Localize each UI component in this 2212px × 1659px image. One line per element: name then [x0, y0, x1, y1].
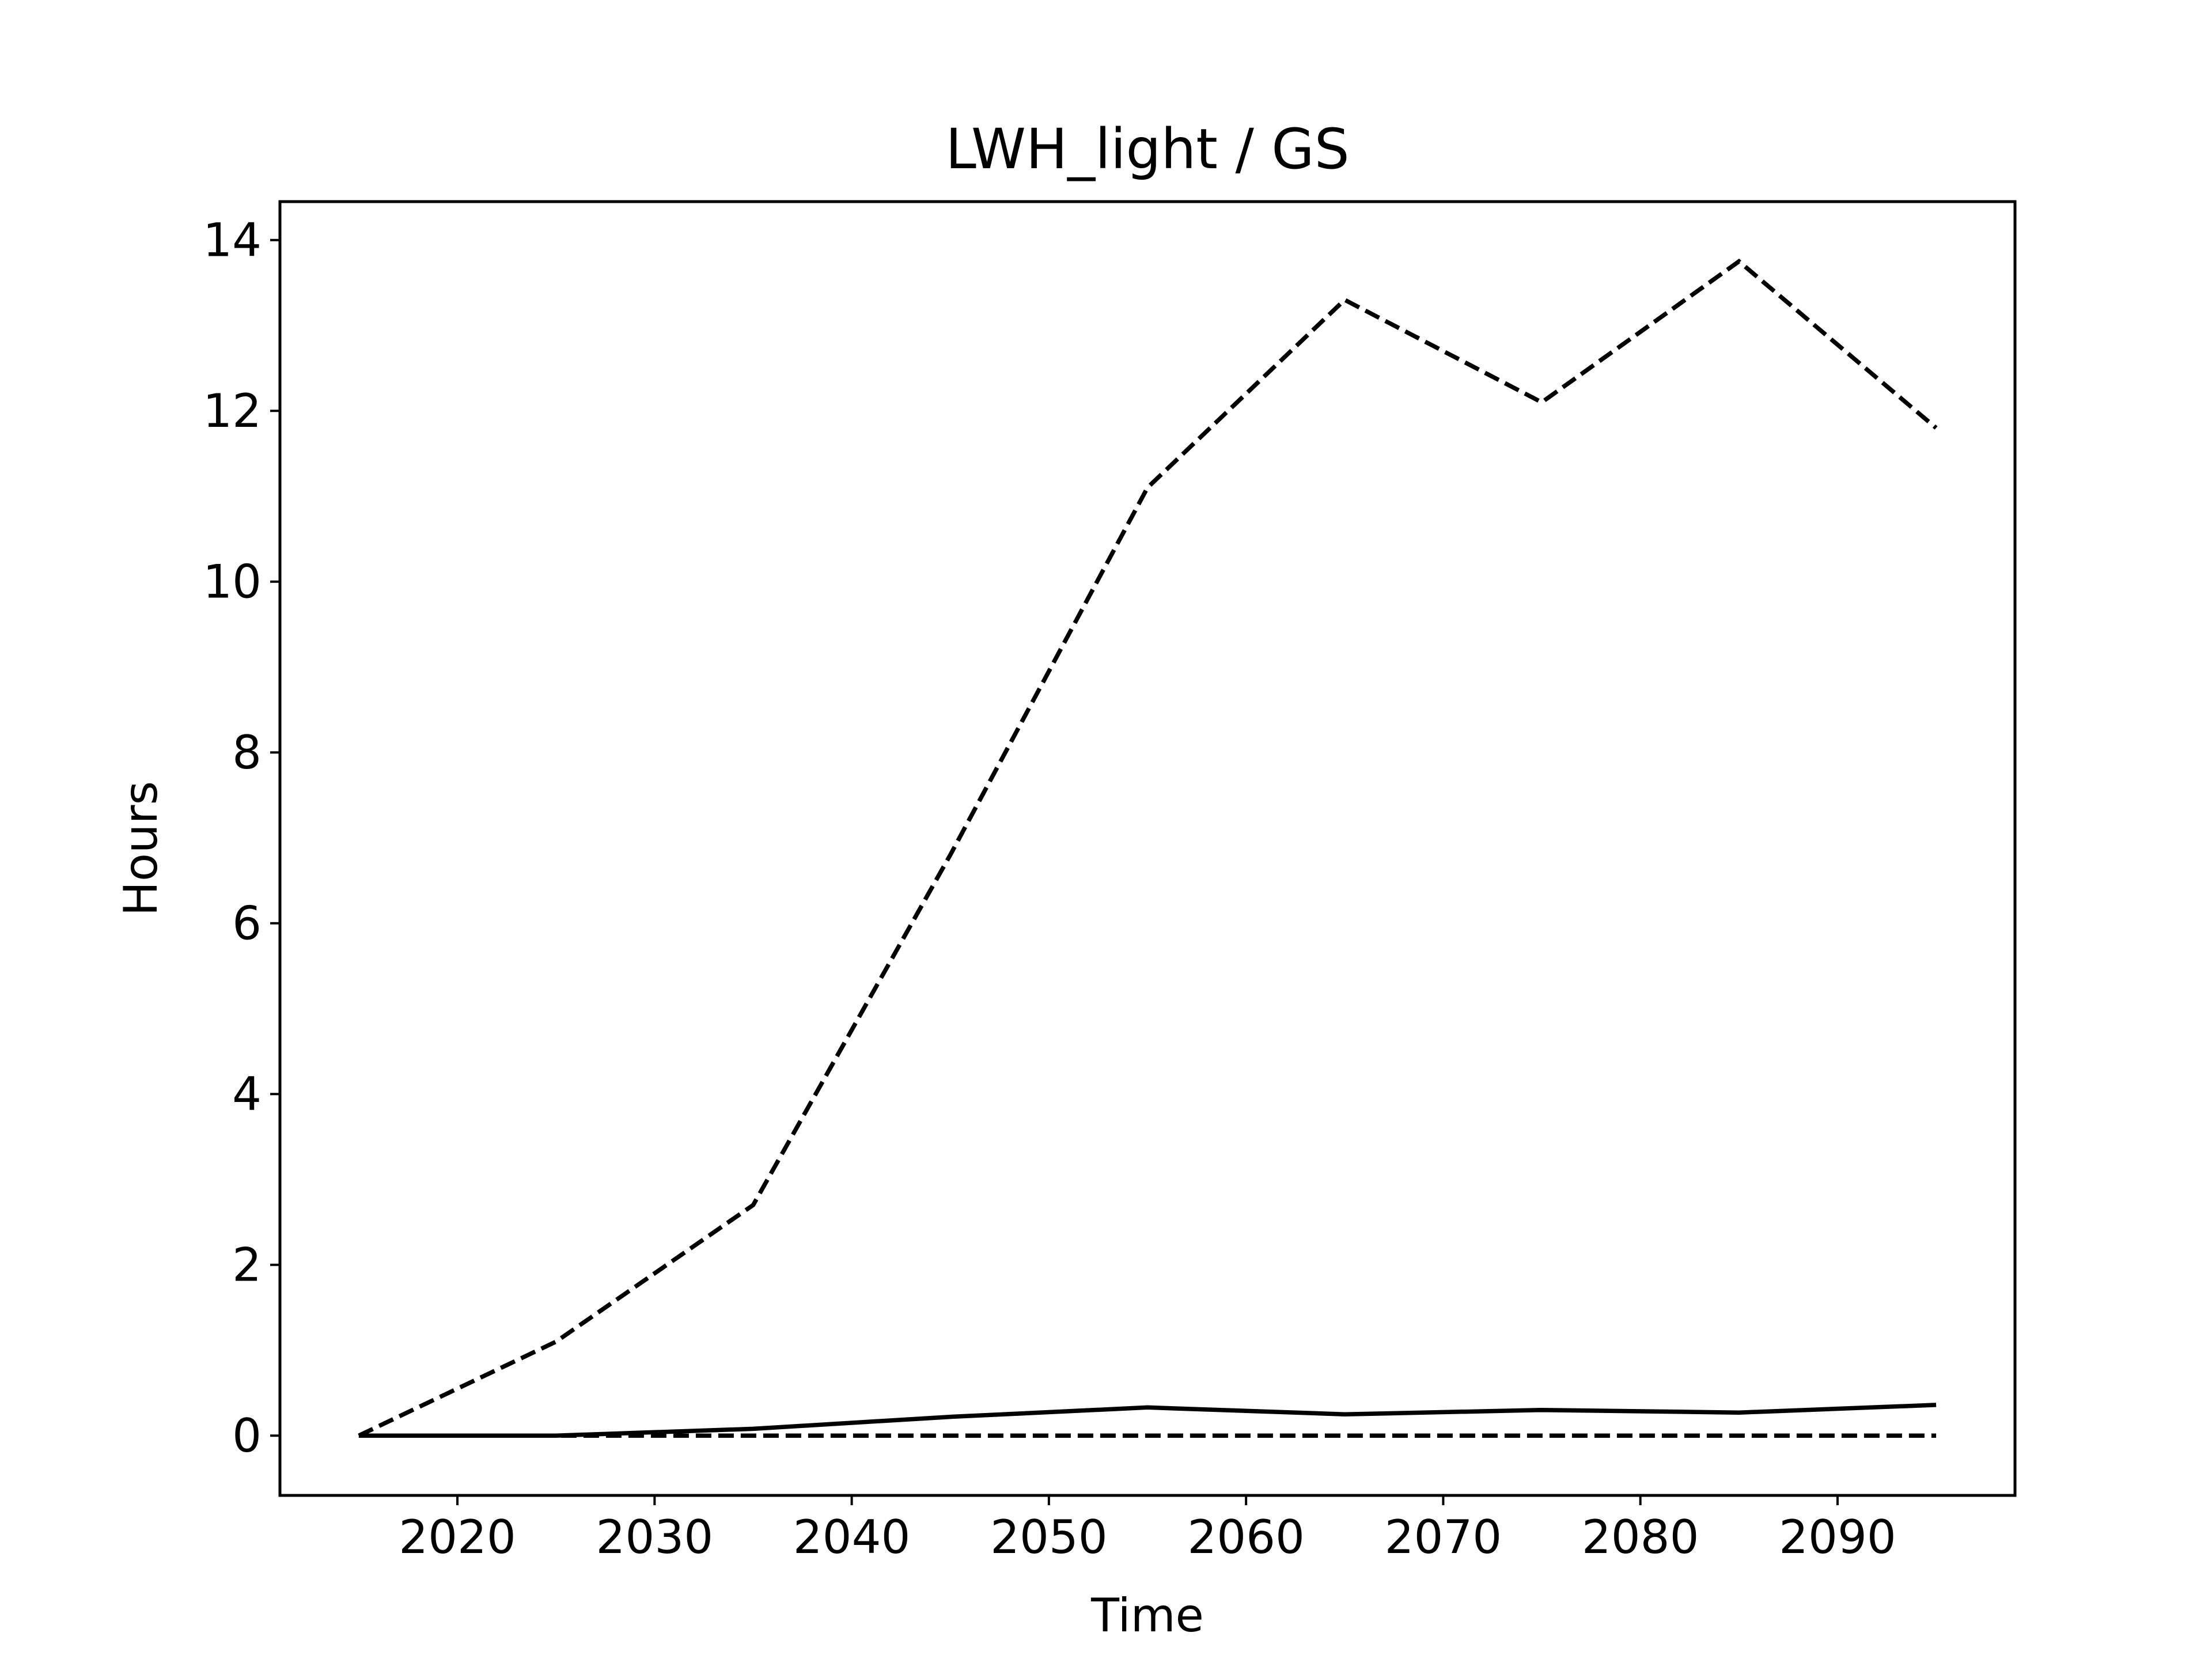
x-tick-label: 2060: [1187, 1510, 1305, 1564]
x-tick-label: 2030: [596, 1510, 714, 1564]
y-tick-label: 10: [203, 555, 262, 609]
y-tick-label: 4: [232, 1067, 262, 1121]
series-layer: [358, 259, 1938, 1438]
x-tick-label: 2050: [990, 1510, 1108, 1564]
y-axis-label: Hours: [114, 781, 168, 916]
plot-frame: [278, 200, 2017, 1497]
y-tick-label: 12: [203, 384, 262, 438]
y-tick-label: 6: [232, 897, 262, 950]
x-axis-label: Time: [1090, 1589, 1204, 1642]
y-tick-label: 8: [232, 726, 262, 779]
y-tick-label: 14: [203, 214, 262, 267]
chart-title: LWH_light / GS: [945, 117, 1349, 181]
x-tick-label: 2080: [1582, 1510, 1699, 1564]
y-tick-label: 0: [232, 1409, 262, 1463]
y-tick-label: 2: [232, 1238, 262, 1292]
y-axis: 0 2 4 6 8 10 12 14: [203, 214, 280, 1463]
x-axis: 2020 2030 2040 2050 2060 2070 2080 2090: [399, 1495, 1896, 1564]
x-tick-label: 2090: [1779, 1510, 1896, 1564]
x-tick-label: 2040: [793, 1510, 911, 1564]
x-tick-label: 2020: [399, 1510, 516, 1564]
x-tick-label: 2070: [1385, 1510, 1502, 1564]
series-line-2: [358, 1403, 1937, 1438]
series-line-1: [358, 259, 1938, 1438]
